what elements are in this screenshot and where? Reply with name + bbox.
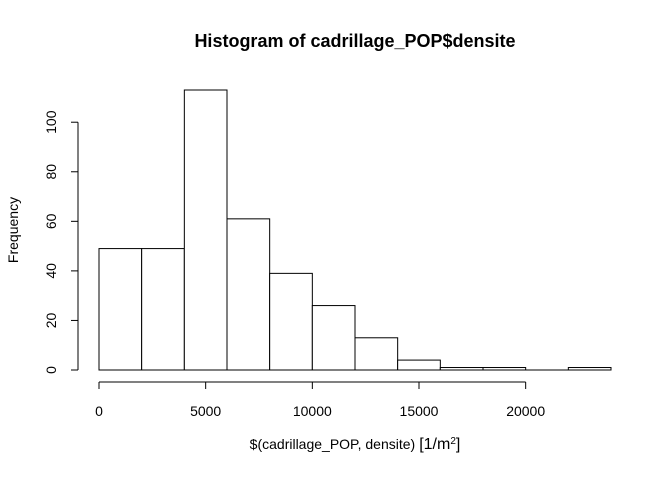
y-tick-label-60: 60 (43, 213, 59, 229)
x-tick-label-5000: 5000 (190, 403, 221, 419)
x-axis: 0 5000 10000 15000 20000 (95, 381, 545, 419)
x-axis-label: $(cadrillage_POP, densite) [1/m2] (250, 436, 461, 454)
histogram-bar-7 (397, 359, 441, 371)
histogram-bar-11 (567, 367, 612, 371)
y-tick-label-0: 0 (43, 366, 59, 374)
x-tick-label-0: 0 (95, 403, 103, 419)
histogram-bar-8 (439, 367, 484, 371)
y-tick-label-20: 20 (43, 312, 59, 328)
x-axis-label-unit-open: [1/m (419, 436, 450, 453)
y-tick-label-100: 100 (43, 110, 59, 134)
x-axis-label-main: $(cadrillage_POP, densite) (250, 436, 416, 452)
y-tick-label-80: 80 (43, 164, 59, 180)
x-axis-label-unit-close: ] (456, 436, 460, 453)
histogram-bar-0 (98, 248, 143, 371)
x-tick-label-10000: 10000 (293, 403, 332, 419)
y-axis: 0 20 40 60 80 100 (43, 110, 79, 374)
chart-title: Histogram of cadrillage_POP$densite (194, 31, 515, 51)
y-tick-label-40: 40 (43, 263, 59, 279)
histogram-bars (98, 89, 612, 371)
histogram-bar-6 (354, 337, 399, 371)
x-tick-label-15000: 15000 (400, 403, 439, 419)
histogram-bar-5 (311, 305, 356, 371)
histogram-bar-2 (183, 89, 228, 371)
x-tick-label-20000: 20000 (506, 403, 545, 419)
histogram-bar-4 (269, 272, 313, 371)
x-axis-label-unit-sup: 2 (450, 436, 456, 447)
histogram-bar-1 (141, 248, 185, 371)
histogram-bar-9 (482, 367, 527, 371)
y-axis-label: Frequency (5, 197, 21, 263)
histogram-bar-3 (226, 218, 271, 371)
